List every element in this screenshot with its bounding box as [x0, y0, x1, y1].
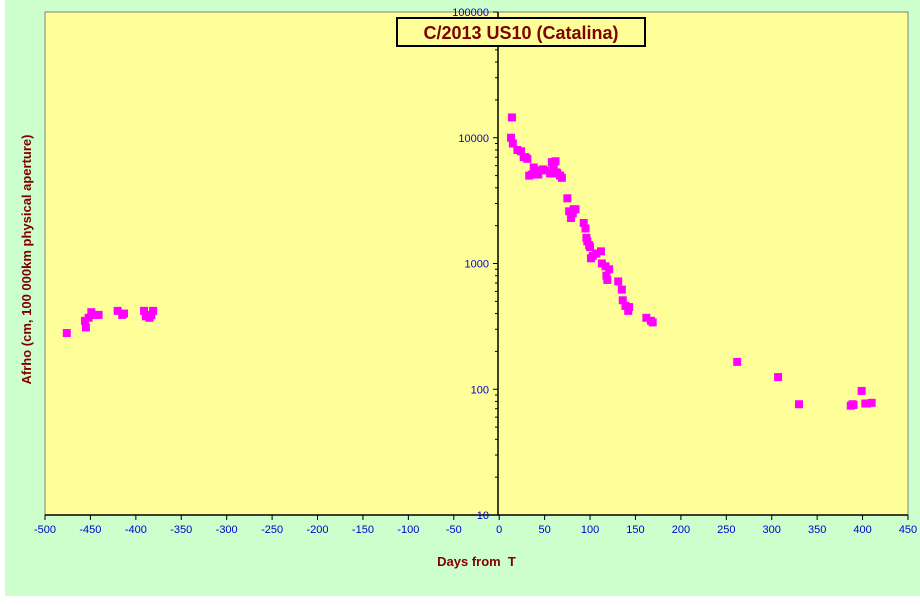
data-point	[603, 275, 612, 284]
x-tick-label: -150	[352, 524, 374, 536]
y-tick-label: 1000	[465, 259, 489, 271]
data-point	[614, 277, 623, 286]
x-tick-label: -400	[125, 524, 147, 536]
data-point	[84, 313, 93, 322]
x-tick-label: -300	[216, 524, 238, 536]
x-tick-label: 0	[496, 524, 502, 536]
data-point	[120, 309, 129, 318]
x-tick-label: 200	[672, 524, 690, 536]
data-point	[581, 224, 590, 233]
x-tick-label: 250	[717, 524, 735, 536]
y-tick-label: 10	[477, 510, 489, 522]
data-point	[113, 306, 122, 315]
x-tick-label: -100	[397, 524, 419, 536]
data-point	[566, 214, 575, 223]
data-point	[596, 247, 605, 256]
x-tick-label: 50	[539, 524, 551, 536]
data-point	[62, 329, 71, 338]
x-tick-label: -350	[170, 524, 192, 536]
data-point	[867, 398, 876, 407]
data-point	[523, 154, 532, 163]
data-point	[149, 306, 158, 315]
x-tick-label: 350	[808, 524, 826, 536]
data-point	[625, 303, 634, 312]
x-tick-label: -50	[446, 524, 462, 536]
data-point	[531, 166, 540, 175]
data-point	[147, 310, 156, 319]
x-axis-title: Days from T	[437, 554, 516, 569]
data-point	[571, 205, 580, 214]
data-point	[549, 161, 558, 170]
data-point	[586, 243, 595, 252]
y-tick-label: 100	[471, 384, 489, 396]
data-point	[534, 170, 543, 179]
data-point	[592, 249, 601, 258]
data-point	[863, 399, 872, 408]
data-point	[849, 400, 858, 409]
data-point	[94, 310, 103, 319]
data-point	[648, 318, 657, 327]
data-point	[733, 357, 742, 366]
data-point	[546, 169, 555, 178]
y-tick-label: 100000	[452, 7, 489, 19]
data-point	[557, 173, 566, 182]
data-point	[508, 139, 517, 148]
data-point	[774, 373, 783, 382]
data-point	[642, 313, 651, 322]
data-point	[81, 323, 90, 332]
x-tick-label: 450	[899, 524, 917, 536]
x-tick-label: 150	[626, 524, 644, 536]
chart-title: C/2013 US10 (Catalina)	[423, 23, 618, 43]
data-point	[579, 218, 588, 227]
data-point	[617, 285, 626, 294]
data-point	[568, 209, 577, 218]
y-axis-title: Afrho (cm, 100 000km physical aperture)	[19, 135, 34, 385]
y-tick-label: 10000	[458, 133, 489, 145]
data-point	[551, 157, 560, 166]
data-point	[527, 170, 536, 179]
data-point	[541, 166, 550, 175]
x-tick-label: -250	[261, 524, 283, 536]
data-point	[605, 265, 614, 274]
x-tick-label: 400	[853, 524, 871, 536]
x-tick-label: -500	[34, 524, 56, 536]
x-tick-label: -450	[79, 524, 101, 536]
data-point	[140, 306, 149, 315]
title-box	[396, 17, 646, 47]
x-tick-label: -200	[307, 524, 329, 536]
x-tick-label: 300	[763, 524, 781, 536]
data-point	[602, 271, 611, 280]
x-tick-label: 100	[581, 524, 599, 536]
data-point	[507, 113, 516, 122]
data-point	[507, 133, 516, 142]
data-point	[90, 310, 99, 319]
data-point	[517, 147, 526, 156]
data-point	[563, 194, 572, 203]
data-point	[857, 386, 866, 395]
data-point	[618, 296, 627, 305]
plot-area	[44, 11, 909, 516]
data-point	[794, 400, 803, 409]
